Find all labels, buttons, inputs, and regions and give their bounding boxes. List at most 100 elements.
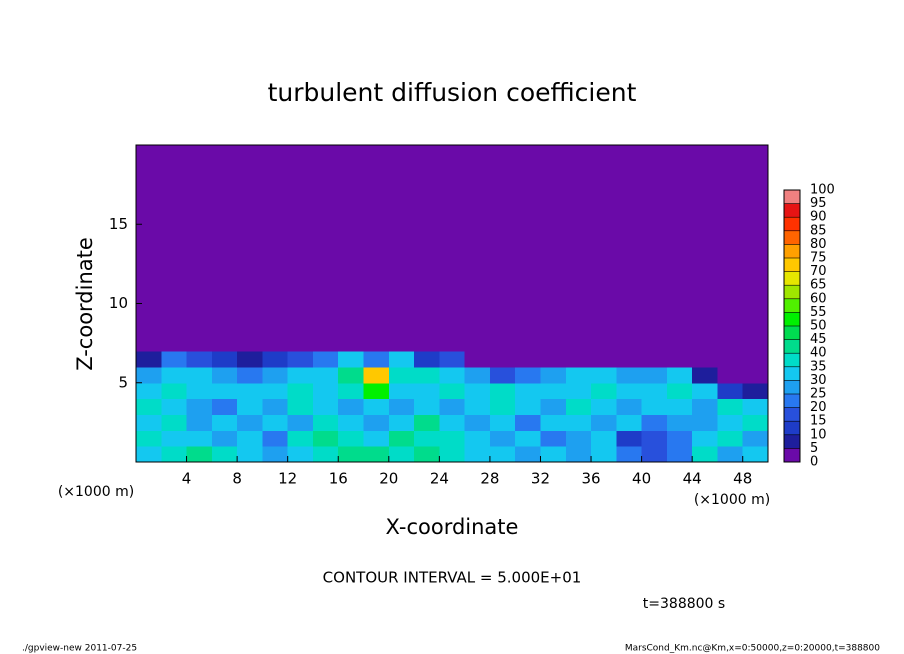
x-tick-label: 24 xyxy=(430,470,449,488)
x-tick-label: 12 xyxy=(278,470,297,488)
cell xyxy=(338,382,365,400)
cell xyxy=(464,382,491,400)
cell xyxy=(414,398,440,415)
cell xyxy=(211,430,238,447)
cell xyxy=(262,398,289,415)
y-tick-label: 10 xyxy=(109,294,128,312)
cell xyxy=(666,351,693,368)
colorbar-label: 25 xyxy=(810,387,827,402)
cell xyxy=(161,366,188,384)
cell xyxy=(666,398,693,415)
cell xyxy=(692,430,718,447)
cell xyxy=(591,430,617,447)
cell xyxy=(136,366,162,384)
cell xyxy=(312,446,339,463)
cell xyxy=(414,366,440,384)
y-tick-label: 15 xyxy=(109,215,128,233)
cell xyxy=(287,366,314,384)
cell xyxy=(312,351,339,368)
cell xyxy=(616,414,643,431)
cell xyxy=(742,366,769,384)
cell xyxy=(591,366,617,384)
x-tick-label: 8 xyxy=(232,470,242,488)
colorbar-swatch xyxy=(784,421,800,435)
cell xyxy=(414,351,440,368)
cell xyxy=(363,398,390,415)
cell xyxy=(186,398,213,415)
cell xyxy=(312,430,339,447)
cell xyxy=(515,351,541,368)
cell xyxy=(414,430,440,447)
cell xyxy=(388,145,415,352)
cell xyxy=(363,145,390,352)
cell xyxy=(237,351,263,368)
cell xyxy=(540,366,567,384)
colorbar-swatch xyxy=(784,366,800,381)
cell xyxy=(641,430,668,447)
cell xyxy=(692,351,718,368)
cell xyxy=(666,414,693,431)
cell xyxy=(237,382,263,400)
colorbar-swatch xyxy=(784,326,800,340)
cell xyxy=(439,414,466,431)
x-tick-label: 16 xyxy=(329,470,348,488)
cell xyxy=(489,366,516,384)
cell xyxy=(489,398,516,415)
cell xyxy=(540,145,567,352)
colorbar-swatch xyxy=(784,448,800,462)
cell xyxy=(641,446,668,463)
cell xyxy=(464,398,491,415)
cell xyxy=(565,430,592,447)
cell xyxy=(742,446,769,463)
cell xyxy=(161,430,188,447)
cell xyxy=(237,446,263,463)
contour-interval: CONTOUR INTERVAL = 5.000E+01 xyxy=(323,569,582,587)
x-tick-label: 36 xyxy=(581,470,600,488)
cell xyxy=(717,414,744,431)
cell xyxy=(692,382,718,400)
cell xyxy=(338,398,365,415)
cell xyxy=(287,398,314,415)
cell xyxy=(363,446,390,463)
cell xyxy=(717,366,744,384)
cell xyxy=(692,366,718,384)
cell xyxy=(414,446,440,463)
cell xyxy=(161,382,188,400)
cell xyxy=(211,398,238,415)
colorbar-swatch xyxy=(784,244,800,258)
cell xyxy=(262,382,289,400)
colorbar-swatch xyxy=(784,380,800,394)
cell xyxy=(692,145,718,352)
cell xyxy=(287,430,314,447)
cell xyxy=(136,351,162,368)
cell xyxy=(742,430,769,447)
colorbar-swatch xyxy=(784,271,800,286)
cell xyxy=(161,446,188,463)
cell xyxy=(591,446,617,463)
cell xyxy=(388,430,415,447)
colorbar-label: 75 xyxy=(810,251,827,266)
cell xyxy=(540,382,567,400)
cell xyxy=(186,351,213,368)
colorbar-label: 15 xyxy=(810,414,827,429)
cell xyxy=(237,430,263,447)
cell xyxy=(388,382,415,400)
cell xyxy=(616,351,643,368)
cell xyxy=(136,430,162,447)
cell xyxy=(338,414,365,431)
cell xyxy=(186,446,213,463)
colorbar-swatch xyxy=(784,258,800,272)
cell xyxy=(287,414,314,431)
cell xyxy=(641,398,668,415)
cell xyxy=(692,398,718,415)
colorbar-label: 70 xyxy=(810,264,827,279)
colorbar-label: 20 xyxy=(810,400,827,415)
cell xyxy=(540,398,567,415)
cell xyxy=(136,446,162,463)
cell xyxy=(515,430,541,447)
cell xyxy=(186,382,213,400)
colorbar-swatch xyxy=(784,217,800,231)
cell xyxy=(312,414,339,431)
colorbar-swatch xyxy=(784,190,800,204)
x-axis-label: X-coordinate xyxy=(386,515,519,539)
